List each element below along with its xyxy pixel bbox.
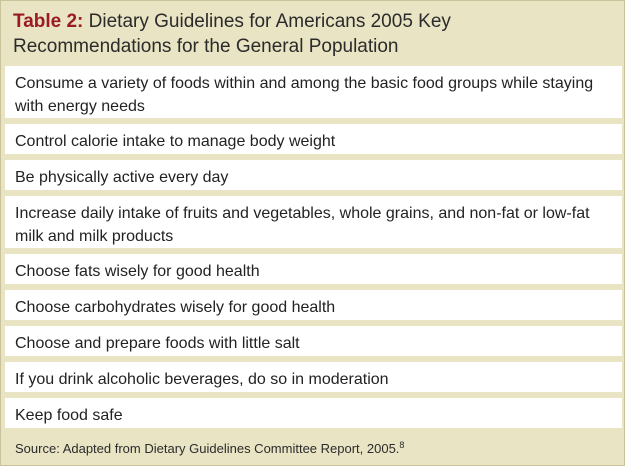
footnote-reference: 8 <box>399 440 405 450</box>
list-item: If you drink alcoholic beverages, do so … <box>5 362 622 392</box>
list-item: Choose carbohydrates wisely for good hea… <box>5 290 622 320</box>
recommendation-text: Be physically active every day <box>15 169 229 186</box>
recommendation-text: Choose and prepare foods with little sal… <box>15 335 300 352</box>
table-title-text: Dietary Guidelines for Americans 2005 Ke… <box>13 11 451 57</box>
source-note: Source: Adapted from Dietary Guidelines … <box>15 441 404 457</box>
source-text: Source: Adapted from Dietary Guidelines … <box>15 441 400 456</box>
recommendation-text: Keep food safe <box>15 407 123 424</box>
list-item: Choose and prepare foods with little sal… <box>5 326 622 356</box>
recommendation-text: Control calorie intake to manage body we… <box>15 133 336 150</box>
list-item: Consume a variety of foods within and am… <box>5 66 622 118</box>
recommendation-text: If you drink alcoholic beverages, do so … <box>15 371 389 388</box>
table-number-label: Table 2: <box>13 11 84 32</box>
list-item: Be physically active every day <box>5 160 622 190</box>
recommendation-text: Increase daily intake of fruits and vege… <box>15 205 590 245</box>
recommendation-text: Choose fats wisely for good health <box>15 263 260 280</box>
list-item: Increase daily intake of fruits and vege… <box>5 196 622 248</box>
table-title: Table 2: Dietary Guidelines for American… <box>13 9 613 59</box>
list-item: Choose fats wisely for good health <box>5 254 622 284</box>
recommendation-text: Choose carbohydrates wisely for good hea… <box>15 299 336 316</box>
recommendation-text: Consume a variety of foods within and am… <box>15 75 594 115</box>
list-item: Keep food safe <box>5 398 622 428</box>
list-item: Control calorie intake to manage body we… <box>5 124 622 154</box>
recommendations-list: Consume a variety of foods within and am… <box>5 66 622 434</box>
